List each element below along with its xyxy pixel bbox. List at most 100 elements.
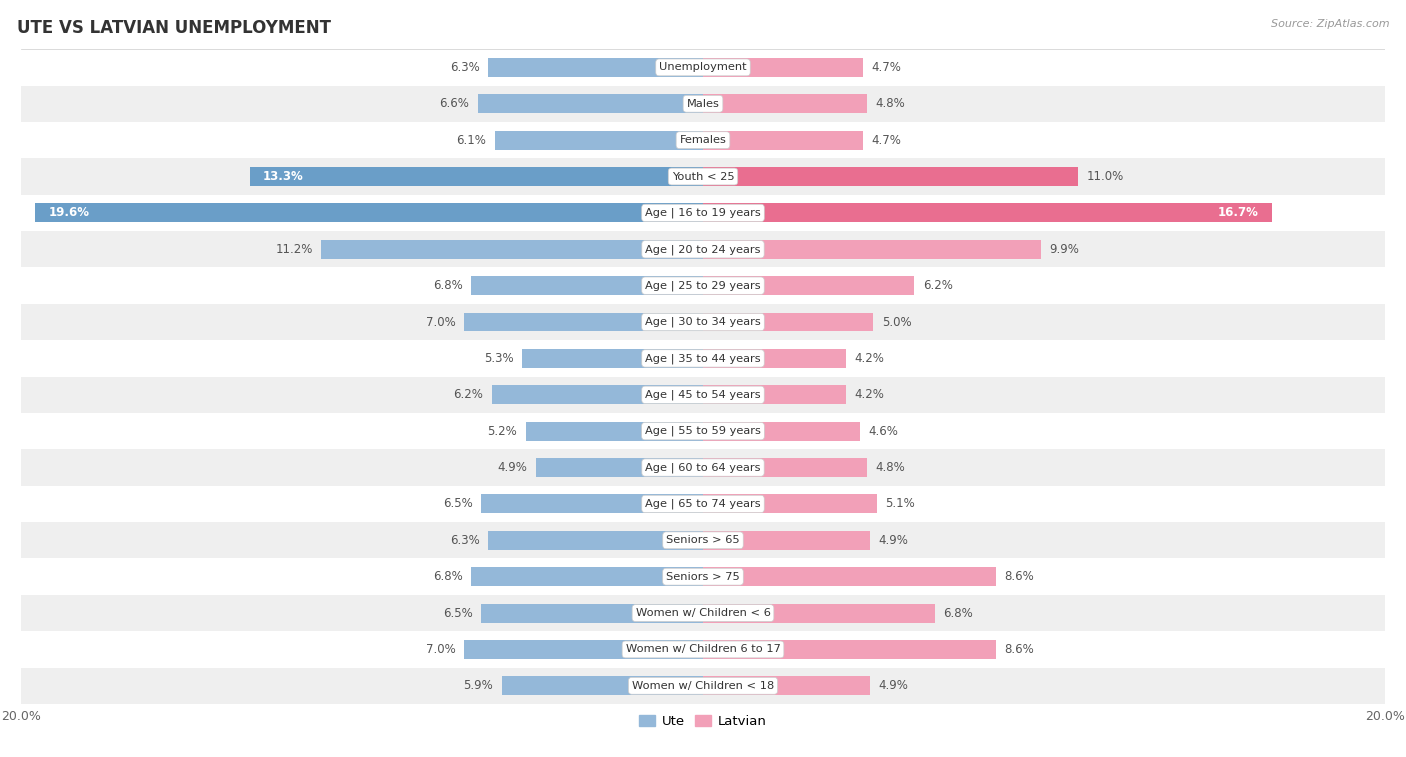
Text: 5.9%: 5.9% <box>464 679 494 693</box>
Bar <box>703 458 866 477</box>
Bar <box>481 494 703 513</box>
Text: 6.8%: 6.8% <box>943 606 973 619</box>
Text: 5.2%: 5.2% <box>488 425 517 438</box>
Bar <box>703 240 1040 259</box>
Legend: Ute, Latvian: Ute, Latvian <box>634 710 772 734</box>
Bar <box>21 304 1385 340</box>
Text: 6.2%: 6.2% <box>922 279 953 292</box>
Bar <box>21 231 1385 267</box>
Bar <box>471 276 703 295</box>
Text: 4.9%: 4.9% <box>879 534 908 547</box>
Bar <box>21 413 1385 450</box>
Text: Source: ZipAtlas.com: Source: ZipAtlas.com <box>1271 19 1389 29</box>
Bar <box>703 494 877 513</box>
Text: 16.7%: 16.7% <box>1218 207 1258 220</box>
Text: 11.2%: 11.2% <box>276 243 312 256</box>
Bar <box>703 276 914 295</box>
Bar <box>481 603 703 622</box>
Text: 19.6%: 19.6% <box>48 207 90 220</box>
Text: Age | 30 to 34 years: Age | 30 to 34 years <box>645 316 761 327</box>
Text: 6.8%: 6.8% <box>433 279 463 292</box>
Text: Youth < 25: Youth < 25 <box>672 172 734 182</box>
Text: 9.9%: 9.9% <box>1049 243 1078 256</box>
Text: 13.3%: 13.3% <box>263 170 304 183</box>
Text: 4.2%: 4.2% <box>855 388 884 401</box>
Text: 6.6%: 6.6% <box>440 97 470 111</box>
Text: 4.7%: 4.7% <box>872 134 901 147</box>
Bar <box>21 376 1385 413</box>
Bar <box>321 240 703 259</box>
Bar <box>464 313 703 332</box>
Bar <box>536 458 703 477</box>
Bar <box>703 167 1078 186</box>
Bar <box>703 567 997 586</box>
Bar <box>488 531 703 550</box>
Bar <box>21 340 1385 376</box>
Bar <box>21 267 1385 304</box>
Text: 4.7%: 4.7% <box>872 61 901 74</box>
Bar <box>21 631 1385 668</box>
Text: 8.6%: 8.6% <box>1005 570 1035 583</box>
Bar <box>526 422 703 441</box>
Text: UTE VS LATVIAN UNEMPLOYMENT: UTE VS LATVIAN UNEMPLOYMENT <box>17 19 330 37</box>
Text: 6.5%: 6.5% <box>443 606 472 619</box>
Text: Age | 45 to 54 years: Age | 45 to 54 years <box>645 390 761 400</box>
Text: 6.5%: 6.5% <box>443 497 472 510</box>
Bar <box>21 595 1385 631</box>
Text: 4.8%: 4.8% <box>875 97 905 111</box>
Bar <box>703 95 866 114</box>
Bar <box>522 349 703 368</box>
Text: Age | 20 to 24 years: Age | 20 to 24 years <box>645 244 761 254</box>
Text: 5.0%: 5.0% <box>882 316 911 329</box>
Bar <box>21 158 1385 195</box>
Bar <box>703 58 863 77</box>
Bar <box>249 167 703 186</box>
Text: 4.6%: 4.6% <box>869 425 898 438</box>
Text: Age | 55 to 59 years: Age | 55 to 59 years <box>645 426 761 437</box>
Text: Age | 60 to 64 years: Age | 60 to 64 years <box>645 463 761 473</box>
Text: Age | 35 to 44 years: Age | 35 to 44 years <box>645 354 761 363</box>
Text: Age | 25 to 29 years: Age | 25 to 29 years <box>645 280 761 291</box>
Bar <box>21 559 1385 595</box>
Bar <box>703 422 860 441</box>
Bar <box>703 204 1272 223</box>
Bar <box>703 640 997 659</box>
Bar <box>21 486 1385 522</box>
Bar <box>478 95 703 114</box>
Text: Age | 16 to 19 years: Age | 16 to 19 years <box>645 207 761 218</box>
Bar <box>21 195 1385 231</box>
Text: 11.0%: 11.0% <box>1087 170 1123 183</box>
Text: 4.9%: 4.9% <box>498 461 527 474</box>
Text: 7.0%: 7.0% <box>426 316 456 329</box>
Text: Women w/ Children 6 to 17: Women w/ Children 6 to 17 <box>626 644 780 655</box>
Text: Women w/ Children < 6: Women w/ Children < 6 <box>636 608 770 618</box>
Bar <box>21 86 1385 122</box>
Bar <box>703 349 846 368</box>
Bar <box>464 640 703 659</box>
Bar <box>703 676 870 695</box>
Bar <box>703 603 935 622</box>
Bar <box>495 131 703 150</box>
Bar <box>21 450 1385 486</box>
Bar <box>21 668 1385 704</box>
Text: 5.3%: 5.3% <box>484 352 513 365</box>
Text: 6.8%: 6.8% <box>433 570 463 583</box>
Text: 8.6%: 8.6% <box>1005 643 1035 656</box>
Text: 6.3%: 6.3% <box>450 61 479 74</box>
Text: Women w/ Children < 18: Women w/ Children < 18 <box>631 681 775 691</box>
Text: 6.3%: 6.3% <box>450 534 479 547</box>
Text: Age | 65 to 74 years: Age | 65 to 74 years <box>645 499 761 509</box>
Text: 5.1%: 5.1% <box>886 497 915 510</box>
Text: 6.1%: 6.1% <box>457 134 486 147</box>
Bar <box>488 58 703 77</box>
Bar <box>471 567 703 586</box>
Bar <box>21 522 1385 559</box>
Bar <box>21 122 1385 158</box>
Text: Males: Males <box>686 98 720 109</box>
Bar <box>492 385 703 404</box>
Text: Unemployment: Unemployment <box>659 62 747 73</box>
Text: 4.8%: 4.8% <box>875 461 905 474</box>
Bar <box>35 204 703 223</box>
Text: Seniors > 75: Seniors > 75 <box>666 572 740 581</box>
Text: 4.2%: 4.2% <box>855 352 884 365</box>
